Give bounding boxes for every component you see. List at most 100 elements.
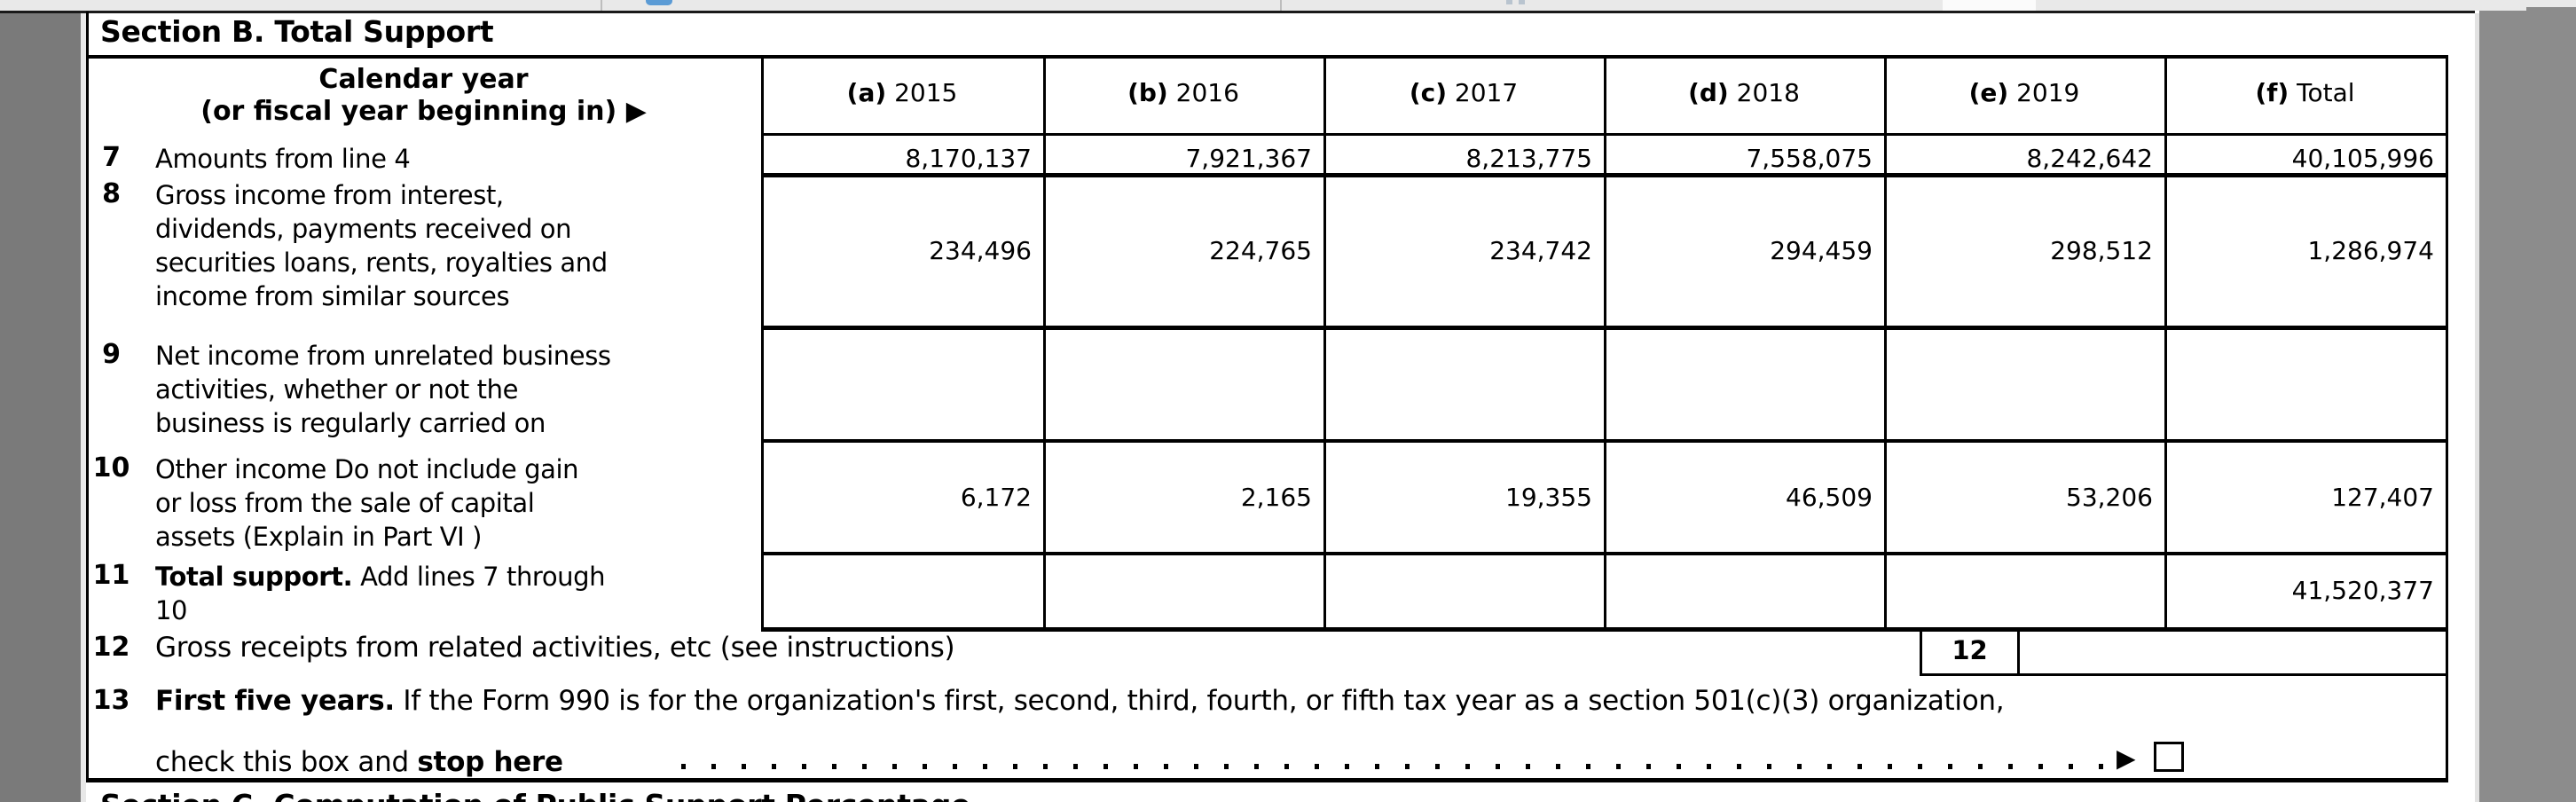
page-right-edge (2475, 13, 2479, 802)
row9-label-line: activities, whether or not the (155, 374, 519, 405)
row8-label-line: Gross income from interest, (155, 180, 504, 210)
col-tag: (d) (1688, 78, 1729, 107)
viewer-right-gutter-top (2526, 7, 2576, 11)
cell-7a: 8,170,137 (905, 144, 1032, 173)
line-number-12: 12 (92, 632, 130, 663)
cell-7c: 8,213,775 (1465, 144, 1592, 173)
row8-label-line: income from similar sources (155, 281, 510, 311)
row-rule (761, 439, 2448, 443)
row10-label-line: Other income Do not include gain (155, 454, 579, 484)
col-year: 2019 (2016, 78, 2080, 107)
section-b-title: Section B. Total Support (100, 14, 494, 49)
col-tag: (b) (1127, 78, 1168, 107)
col-tag: (a) (846, 78, 887, 107)
col-header-a: (a) 2015 (761, 78, 1043, 107)
column-divider (1604, 59, 1606, 627)
cell-7d: 7,558,075 (1746, 144, 1873, 173)
row11-label-line1: Total support. Add lines 7 through (155, 562, 606, 592)
cell-8d: 294,459 (1770, 236, 1873, 265)
line-number-13: 13 (92, 685, 130, 716)
col-header-d: (d) 2018 (1604, 78, 1884, 107)
stop-here-checkbox[interactable] (2154, 742, 2184, 772)
column-divider (761, 59, 764, 627)
col-year: 2017 (1454, 78, 1519, 107)
cell-10b: 2,165 (1240, 483, 1312, 512)
toolbar-faint-icon (1506, 0, 1512, 4)
toolbar-faint-icon (1519, 0, 1525, 4)
row9-label-line: business is regularly carried on (155, 408, 546, 438)
cell-8b: 224,765 (1209, 236, 1312, 265)
fiscal-year-label: (or fiscal year beginning in) ▶ (86, 96, 761, 127)
cell-7b: 7,921,367 (1185, 144, 1312, 173)
col-year: Total (2297, 78, 2355, 107)
column-divider (2164, 59, 2167, 627)
cell-8f: 1,286,974 (2307, 236, 2434, 265)
page-left-edge (81, 13, 86, 802)
line13-rest: If the Form 990 is for the organization'… (394, 685, 2005, 717)
section-b-title-rule (86, 55, 2448, 59)
cell-10d: 46,509 (1786, 483, 1873, 512)
column-divider (1884, 59, 1887, 627)
toolbar-divider (1280, 0, 1282, 11)
dot-leader (681, 764, 2108, 769)
col-year: 2016 (1175, 78, 1239, 107)
viewer-right-gutter (2479, 11, 2576, 802)
section-divider-rule (86, 778, 2448, 782)
table-right-border (2446, 55, 2448, 782)
cell-8c: 234,742 (1489, 236, 1592, 265)
row7-label: Amounts from line 4 (155, 144, 411, 174)
row-rule (761, 552, 2448, 555)
row11-label-line2: 10 (155, 595, 188, 625)
line-number-7: 7 (102, 142, 121, 173)
col-header-f: (f) Total (2164, 78, 2446, 107)
toolbar-blue-icon-fragment (646, 0, 672, 5)
row11-label-bold: Total support. (155, 562, 353, 592)
line13-line2-pre: check this box and (155, 746, 418, 778)
right-arrow-icon: ▶ (2117, 743, 2136, 773)
row8-label-line: dividends, payments received on (155, 214, 572, 244)
cell-10c: 19,355 (1505, 483, 1592, 512)
col-tag: (c) (1409, 78, 1448, 107)
right-arrow-icon: ▶ (625, 96, 647, 127)
toolbar-tab-highlight (1943, 0, 2036, 11)
cell-10e: 53,206 (2066, 483, 2153, 512)
col-year: 2018 (1736, 78, 1800, 107)
row-rule (761, 627, 2448, 632)
header-row-rule (761, 133, 2448, 136)
cell-11f: 41,520,377 (2291, 576, 2434, 605)
column-divider (1323, 59, 1326, 627)
line-number-11: 11 (92, 560, 130, 591)
col-header-c: (c) 2017 (1323, 78, 1604, 107)
line-number-10: 10 (92, 452, 130, 484)
cell-10a: 6,172 (960, 483, 1032, 512)
cell-8e: 298,512 (2050, 236, 2153, 265)
calendar-year-label: Calendar year (318, 64, 529, 95)
viewer-left-gutter (0, 13, 81, 802)
line13-text-line2: check this box and stop here (155, 746, 563, 778)
table-left-border (86, 12, 89, 782)
fiscal-year-text: (or fiscal year beginning in) (200, 96, 617, 127)
col-header-e: (e) 2019 (1884, 78, 2164, 107)
col-year: 2015 (894, 78, 958, 107)
row9-label-line: Net income from unrelated business (155, 341, 611, 371)
line12-label: Gross receipts from related activities, … (155, 632, 955, 664)
row10-label-line: assets (Explain in Part VI ) (155, 522, 483, 552)
cell-10f: 127,407 (2331, 483, 2434, 512)
line12-box-number: 12 (1952, 635, 1988, 665)
viewer-toolbar-strip (0, 0, 2576, 11)
col-tag: (e) (1968, 78, 2009, 107)
line13-line2-bold: stop here (417, 746, 563, 778)
row8-label-line: securities loans, rents, royalties and (155, 248, 608, 278)
line-number-8: 8 (102, 178, 121, 209)
line12-amount-underline (2017, 673, 2446, 676)
line13-bold: First five years. (155, 685, 395, 717)
row10-label-line: or loss from the sale of capital (155, 488, 535, 518)
cell-7f: 40,105,996 (2291, 144, 2434, 173)
row-rule (761, 173, 2448, 177)
row11-label-rest: Add lines 7 through (352, 562, 606, 592)
column-divider (1043, 59, 1046, 627)
col-tag: (f) (2255, 78, 2289, 107)
col-header-b: (b) 2016 (1043, 78, 1323, 107)
cell-8a: 234,496 (929, 236, 1032, 265)
